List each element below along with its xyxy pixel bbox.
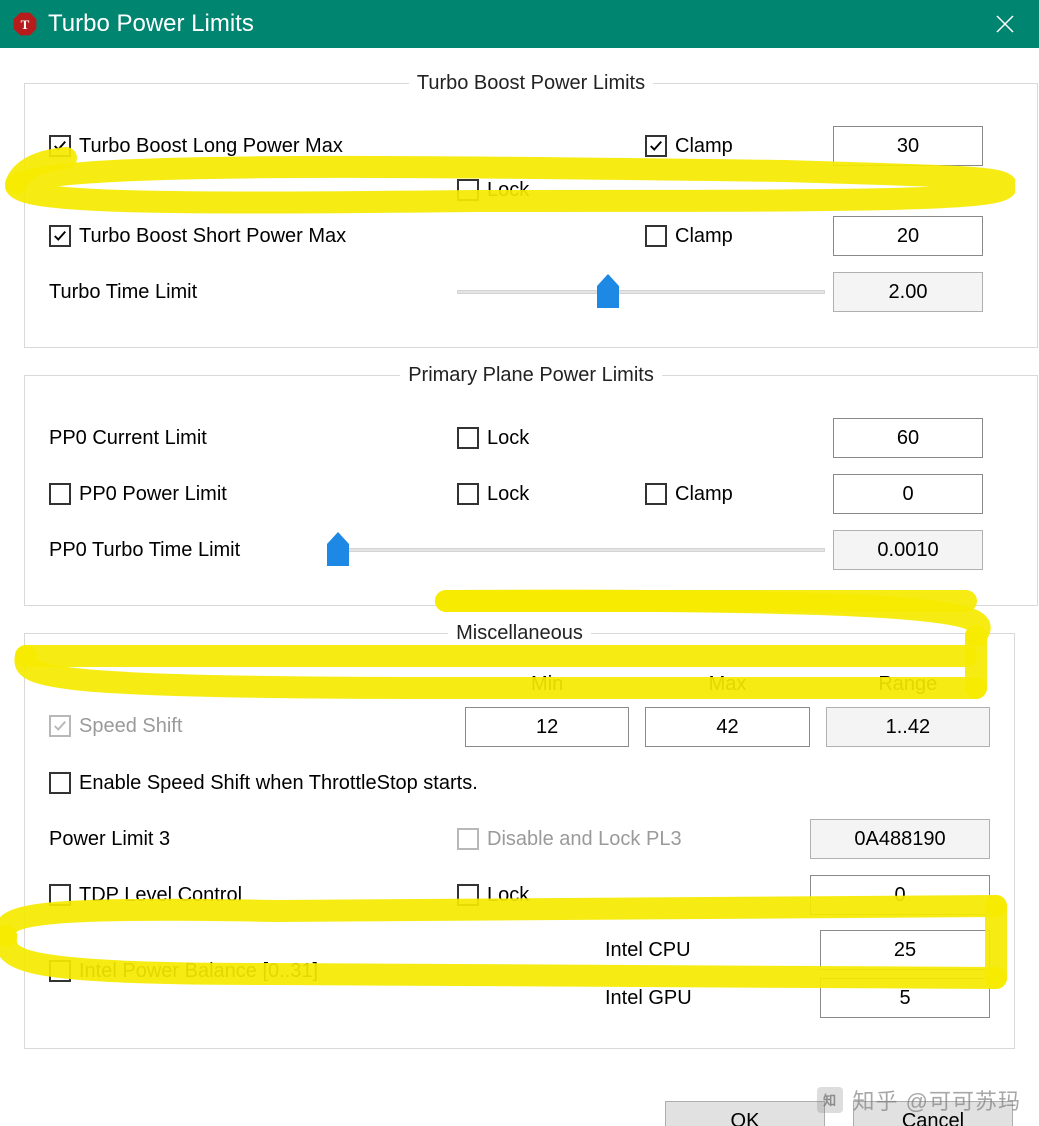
chk-tb-lock-label: Lock [487,179,529,202]
app-icon: T [12,11,38,37]
chk-pp0-power-clamp[interactable]: Clamp [645,483,733,506]
slider-turbo-time[interactable] [457,278,825,306]
dialog-buttons: OK Cancel [0,1089,1039,1126]
lbl-pp0-current: PP0 Current Limit [49,427,207,450]
lbl-ipb-gpu: Intel GPU [545,987,804,1010]
titlebar: T Turbo Power Limits [0,0,1039,48]
cancel-button[interactable]: Cancel [853,1101,1013,1126]
val-pp0-time: 0.0010 [833,530,983,570]
hdr-min: Min [465,673,629,696]
val-short-power[interactable]: 20 [833,216,983,256]
hdr-range: Range [826,673,990,696]
val-turbo-time: 2.00 [833,272,983,312]
group-turbo-boost: Turbo Boost Power Limits Turbo Boost Lon… [24,72,1038,348]
svg-text:T: T [21,17,30,32]
lbl-pl3: Power Limit 3 [49,828,170,851]
chk-long-power-max[interactable]: Turbo Boost Long Power Max [49,135,343,158]
lbl-ipb-cpu: Intel CPU [545,939,804,962]
dialog-body: Turbo Boost Power Limits Turbo Boost Lon… [0,48,1039,1089]
chk-pl3-disable: Disable and Lock PL3 [457,828,682,851]
chk-long-clamp-label: Clamp [675,135,733,158]
val-speed-max[interactable]: 42 [645,707,809,747]
chk-short-clamp-label: Clamp [675,225,733,248]
chk-speed-shift-label: Speed Shift [79,715,182,738]
val-pp0-power[interactable]: 0 [833,474,983,514]
chk-pp0-power-lock[interactable]: Lock [457,483,529,506]
group-primary-plane: Primary Plane Power Limits PP0 Current L… [24,364,1038,606]
chk-short-clamp[interactable]: Clamp [645,225,733,248]
val-ipb-cpu[interactable]: 25 [820,930,990,970]
chk-short-power-max-label: Turbo Boost Short Power Max [79,225,346,248]
chk-tdp-level-label: TDP Level Control [79,884,242,907]
group-misc-legend: Miscellaneous [448,622,591,645]
chk-enable-ss-start-label: Enable Speed Shift when ThrottleStop sta… [79,772,478,795]
chk-pp0-current-lock[interactable]: Lock [457,427,529,450]
chk-pl3-disable-label: Disable and Lock PL3 [487,828,682,851]
chk-enable-ss-start[interactable]: Enable Speed Shift when ThrottleStop sta… [49,772,478,795]
val-ipb-gpu[interactable]: 5 [820,978,990,1018]
chk-ipb[interactable]: Intel Power Balance [0..31] [49,960,318,983]
chk-tdp-level[interactable]: TDP Level Control [49,884,242,907]
ok-button[interactable]: OK [665,1101,825,1126]
chk-short-power-max[interactable]: Turbo Boost Short Power Max [49,225,346,248]
val-long-power[interactable]: 30 [833,126,983,166]
chk-ipb-label: Intel Power Balance [0..31] [79,960,318,983]
chk-tdp-lock[interactable]: Lock [457,884,529,907]
lbl-turbo-time: Turbo Time Limit [49,281,197,304]
chk-pp0-power-label: PP0 Power Limit [79,483,227,506]
chk-long-clamp[interactable]: Clamp [645,135,733,158]
chk-long-power-max-label: Turbo Boost Long Power Max [79,135,343,158]
group-primary-plane-legend: Primary Plane Power Limits [400,364,662,387]
chk-pp0-current-lock-label: Lock [487,427,529,450]
val-pp0-current[interactable]: 60 [833,418,983,458]
val-tdp[interactable]: 0 [810,875,990,915]
close-button[interactable] [981,0,1029,48]
chk-tb-lock[interactable]: Lock [457,179,529,202]
group-misc: Miscellaneous Min Max Range Speed Shift … [24,622,1015,1049]
lbl-pp0-time: PP0 Turbo Time Limit [49,539,240,562]
val-speed-range: 1..42 [826,707,990,747]
chk-pp0-power[interactable]: PP0 Power Limit [49,483,227,506]
val-speed-min[interactable]: 12 [465,707,629,747]
chk-pp0-power-clamp-label: Clamp [675,483,733,506]
val-pl3: 0A488190 [810,819,990,859]
chk-pp0-power-lock-label: Lock [487,483,529,506]
group-turbo-boost-legend: Turbo Boost Power Limits [409,72,653,95]
slider-pp0-time[interactable] [327,536,825,564]
chk-speed-shift: Speed Shift [49,715,182,738]
window-title: Turbo Power Limits [48,10,981,38]
hdr-max: Max [645,673,809,696]
chk-tdp-lock-label: Lock [487,884,529,907]
